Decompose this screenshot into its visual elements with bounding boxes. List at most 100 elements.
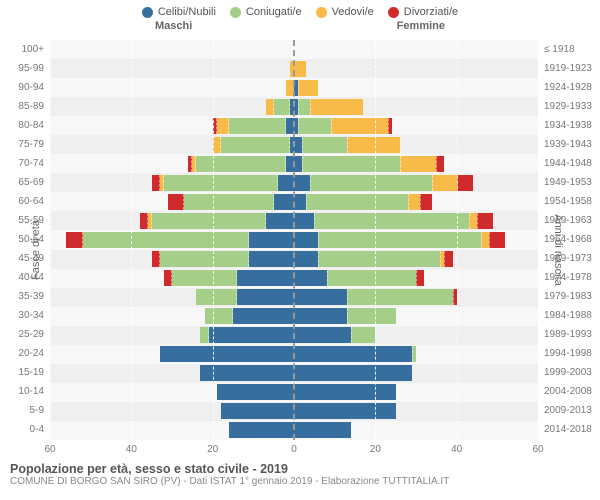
- bar-segment: [416, 270, 424, 286]
- bar-segment: [294, 270, 327, 286]
- gridline: [457, 40, 458, 440]
- age-label: 85-89: [0, 101, 44, 112]
- bar-segment: [347, 137, 400, 153]
- bar-segment: [294, 232, 318, 248]
- bar-segment: [388, 118, 392, 134]
- bar-male: [50, 384, 294, 400]
- legend-swatch: [316, 7, 327, 18]
- bar-segment: [351, 327, 375, 343]
- bar-segment: [209, 327, 294, 343]
- bar-segment: [412, 346, 416, 362]
- chart-container: Celibi/NubiliConiugati/eVedovi/eDivorzia…: [0, 0, 600, 500]
- bar-segment: [294, 327, 351, 343]
- bar-segment: [249, 251, 294, 267]
- bar-male: [50, 270, 294, 286]
- birth-label: 1979-1983: [544, 291, 600, 302]
- bar-segment: [302, 156, 400, 172]
- bar-segment: [274, 194, 294, 210]
- bar-male: [50, 327, 294, 343]
- bar-segment: [298, 118, 331, 134]
- bar-male: [50, 156, 294, 172]
- x-tick-label: 20: [370, 444, 381, 455]
- birth-label: 1999-2003: [544, 367, 600, 378]
- footer-subtitle: COMUNE DI BORGO SAN SIRO (PV) - Dati IST…: [10, 476, 590, 487]
- legend-item: Divorziati/e: [388, 6, 458, 18]
- birth-label: 1964-1968: [544, 234, 600, 245]
- bar-segment: [237, 270, 294, 286]
- age-label: 15-19: [0, 367, 44, 378]
- age-label: 50-54: [0, 234, 44, 245]
- legend-swatch: [388, 7, 399, 18]
- bar-segment: [310, 99, 363, 115]
- bar-segment: [83, 232, 250, 248]
- bar-female: [294, 403, 538, 419]
- bar-female: [294, 175, 538, 191]
- bar-segment: [200, 327, 208, 343]
- bar-segment: [306, 194, 408, 210]
- age-label: 5-9: [0, 405, 44, 416]
- bar-segment: [217, 118, 229, 134]
- birth-label: 1949-1953: [544, 177, 600, 188]
- bar-segment: [481, 232, 489, 248]
- legend-swatch: [230, 7, 241, 18]
- gender-left: Maschi: [155, 20, 192, 32]
- gridline: [131, 40, 132, 440]
- bar-male: [50, 137, 294, 153]
- bar-segment: [294, 384, 396, 400]
- legend-item: Celibi/Nubili: [142, 6, 216, 18]
- birth-label: 1919-1923: [544, 63, 600, 74]
- age-label: 70-74: [0, 158, 44, 169]
- bar-segment: [347, 289, 453, 305]
- birth-label: 1994-1998: [544, 348, 600, 359]
- age-label: 10-14: [0, 386, 44, 397]
- x-tick-label: 60: [44, 444, 55, 455]
- bar-male: [50, 42, 294, 58]
- bar-segment: [469, 213, 477, 229]
- bar-segment: [432, 175, 456, 191]
- birth-label: 1924-1928: [544, 82, 600, 93]
- bar-segment: [249, 232, 294, 248]
- bar-segment: [221, 137, 290, 153]
- bar-segment: [66, 232, 82, 248]
- gridline: [538, 40, 539, 440]
- bar-segment: [400, 156, 437, 172]
- age-label: 45-49: [0, 253, 44, 264]
- legend-item: Coniugati/e: [230, 6, 302, 18]
- bar-female: [294, 327, 538, 343]
- birth-label: 1984-1988: [544, 310, 600, 321]
- bar-male: [50, 175, 294, 191]
- age-label: 55-59: [0, 215, 44, 226]
- bar-segment: [266, 213, 294, 229]
- bar-male: [50, 232, 294, 248]
- bar-male: [50, 422, 294, 438]
- bar-segment: [274, 99, 290, 115]
- bar-female: [294, 137, 538, 153]
- bar-segment: [298, 99, 310, 115]
- bar-segment: [184, 194, 273, 210]
- age-label: 90-94: [0, 82, 44, 93]
- bar-female: [294, 194, 538, 210]
- bar-segment: [331, 118, 388, 134]
- x-tick-label: 40: [451, 444, 462, 455]
- bar-segment: [164, 175, 278, 191]
- x-tick-label: 0: [291, 444, 297, 455]
- bar-segment: [408, 194, 420, 210]
- birth-label: 1929-1933: [544, 101, 600, 112]
- bar-segment: [444, 251, 452, 267]
- legend-label: Coniugati/e: [246, 6, 302, 18]
- birth-label: 1969-1973: [544, 253, 600, 264]
- bar-segment: [229, 118, 286, 134]
- bar-segment: [172, 270, 237, 286]
- bar-male: [50, 213, 294, 229]
- bar-female: [294, 270, 538, 286]
- bar-segment: [294, 308, 347, 324]
- bar-segment: [160, 346, 294, 362]
- bar-segment: [314, 213, 469, 229]
- bar-segment: [298, 80, 318, 96]
- age-label: 25-29: [0, 329, 44, 340]
- bar-segment: [233, 308, 294, 324]
- legend-label: Celibi/Nubili: [158, 6, 216, 18]
- bar-segment: [436, 156, 444, 172]
- center-axis: [293, 40, 295, 440]
- bar-segment: [294, 365, 412, 381]
